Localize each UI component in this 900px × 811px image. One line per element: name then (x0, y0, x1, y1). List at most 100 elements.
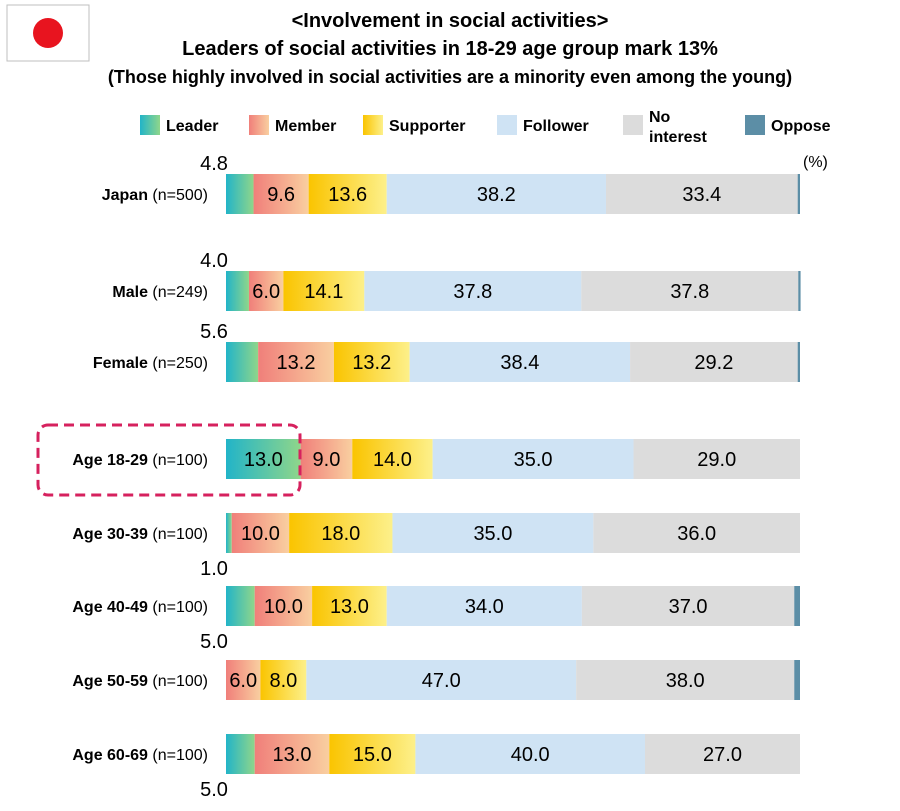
value-label-member: 6.0 (252, 281, 280, 303)
value-label-leader: 1.0 (200, 558, 228, 580)
highlight-box (36, 423, 302, 497)
chart-note: (Those highly involved in social activit… (108, 67, 792, 87)
legend-swatch-no-interest (623, 115, 643, 135)
value-label-supporter: 8.0 (269, 670, 297, 692)
bar-row-age-30-39: Age 30-39 (n=100) 1.0 10.0 18.0 35.0 36.0 (72, 513, 800, 580)
value-label-member: 10.0 (264, 596, 303, 618)
value-label-no-interest: 37.0 (669, 596, 708, 618)
value-label-supporter: 18.0 (321, 523, 360, 545)
bar-segment-follower (386, 586, 582, 626)
category-label: Japan (n=500) (102, 187, 208, 204)
bar-segment-follower (364, 271, 582, 311)
value-label-leader: 4.0 (200, 250, 228, 272)
legend-label-leader: Leader (166, 118, 218, 135)
bar-row-age-50-59: Age 50-59 (n=100) 6.0 8.0 47.0 38.0 (72, 660, 800, 700)
value-label-follower: 35.0 (473, 523, 512, 545)
legend-swatch-follower (497, 115, 517, 135)
value-label-supporter: 14.0 (373, 449, 412, 471)
bar-segment-oppose (794, 586, 800, 626)
bar-segment-no-interest (576, 660, 795, 700)
bar-segment-supporter (312, 586, 387, 626)
chart-title: <Involvement in social activities> (292, 10, 609, 32)
legend-label-no-interest: interest (649, 129, 707, 146)
value-label-leader: 5.0 (200, 631, 228, 653)
bar-segment-member (254, 734, 330, 774)
legend-swatch-oppose (745, 115, 765, 135)
bar-segment-leader (226, 513, 232, 553)
japan-flag-icon (6, 4, 90, 62)
bar-segment-oppose (794, 660, 800, 700)
value-label-member: 13.2 (277, 352, 316, 374)
value-label-no-interest: 36.0 (677, 523, 716, 545)
bar-segment-member (226, 660, 261, 700)
bar-segment-leader (226, 734, 255, 774)
bar-segment-member (258, 342, 334, 382)
value-label-no-interest: 27.0 (703, 744, 742, 766)
value-label-follower: 38.4 (500, 352, 539, 374)
chart-rows: Japan (n=500) 4.8 9.6 13.6 38.2 33.4 Male (n=2… (36, 153, 801, 801)
legend-label-member: Member (275, 118, 336, 135)
bar-segment-no-interest (645, 734, 800, 774)
value-label-no-interest: 37.8 (670, 281, 709, 303)
bar-segment-no-interest (581, 586, 795, 626)
bar-segment-leader (226, 271, 249, 311)
bar-segment-follower (415, 734, 646, 774)
value-label-leader: 4.8 (200, 153, 228, 175)
bar-segment-no-interest (630, 342, 798, 382)
value-label-member: 10.0 (241, 523, 280, 545)
value-label-no-interest: 33.4 (682, 184, 721, 206)
bar-segment-leader (226, 439, 301, 479)
category-label: Female (n=250) (93, 355, 208, 372)
bar-segment-follower (306, 660, 577, 700)
bar-segment-no-interest (605, 174, 798, 214)
bar-segment-no-interest (593, 513, 800, 553)
value-label-leader: 13.0 (244, 449, 283, 471)
bar-segment-supporter (260, 660, 307, 700)
bar-segment-oppose (797, 174, 800, 214)
bar-segment-follower (409, 342, 631, 382)
bar-segment-supporter (333, 342, 410, 382)
value-label-member: 13.0 (273, 744, 312, 766)
bar-row-female: Female (n=250) 5.6 13.2 13.2 38.4 29.2 (93, 321, 800, 382)
bar-row-age-40-49: Age 40-49 (n=100) 5.0 10.0 13.0 34.0 37.0 (72, 586, 800, 653)
value-label-supporter: 15.0 (353, 744, 392, 766)
value-label-follower: 34.0 (465, 596, 504, 618)
value-label-member: 9.0 (313, 449, 341, 471)
bar-segment-leader (226, 174, 254, 214)
bar-segment-oppose (798, 271, 801, 311)
category-label: Male (n=249) (112, 284, 208, 301)
value-label-supporter: 13.6 (328, 184, 367, 206)
value-label-leader: 5.0 (200, 779, 228, 801)
bar-segment-follower (432, 439, 634, 479)
bar-segment-supporter (289, 513, 393, 553)
category-label: Age 50-59 (n=100) (72, 673, 208, 690)
bar-segment-leader (226, 342, 259, 382)
bar-row-age-18-29: Age 18-29 (n=100) 13.0 9.0 14.0 35.0 29.0 (36, 423, 800, 497)
value-label-follower: 47.0 (422, 670, 461, 692)
category-label: Age 18-29 (n=100) (72, 452, 208, 469)
bar-row-male: Male (n=249) 4.0 6.0 14.1 37.8 37.8 (112, 250, 801, 311)
bar-segment-oppose (797, 342, 800, 382)
value-label-leader: 5.6 (200, 321, 228, 343)
bar-segment-member (254, 586, 313, 626)
legend-swatch-supporter (363, 115, 383, 135)
legend-swatch-leader (140, 115, 160, 135)
value-label-follower: 38.2 (477, 184, 516, 206)
category-label: Age 30-39 (n=100) (72, 526, 208, 543)
value-label-follower: 37.8 (453, 281, 492, 303)
value-label-no-interest: 29.0 (697, 449, 736, 471)
legend-label-no-interest: No (649, 109, 671, 126)
value-label-supporter: 13.2 (352, 352, 391, 374)
bar-segment-member (248, 271, 284, 311)
legend-label-supporter: Supporter (389, 118, 465, 135)
bar-segment-supporter (283, 271, 365, 311)
value-label-follower: 40.0 (511, 744, 550, 766)
bar-segment-supporter (329, 734, 416, 774)
value-label-member: 9.6 (267, 184, 295, 206)
legend-label-follower: Follower (523, 118, 589, 135)
bar-row-age-60-69: Age 60-69 (n=100) 5.0 13.0 15.0 40.0 27.0 (72, 734, 800, 801)
bar-segment-member (253, 174, 309, 214)
value-label-no-interest: 38.0 (666, 670, 705, 692)
value-label-member: 6.0 (229, 670, 257, 692)
bar-segment-supporter (308, 174, 387, 214)
